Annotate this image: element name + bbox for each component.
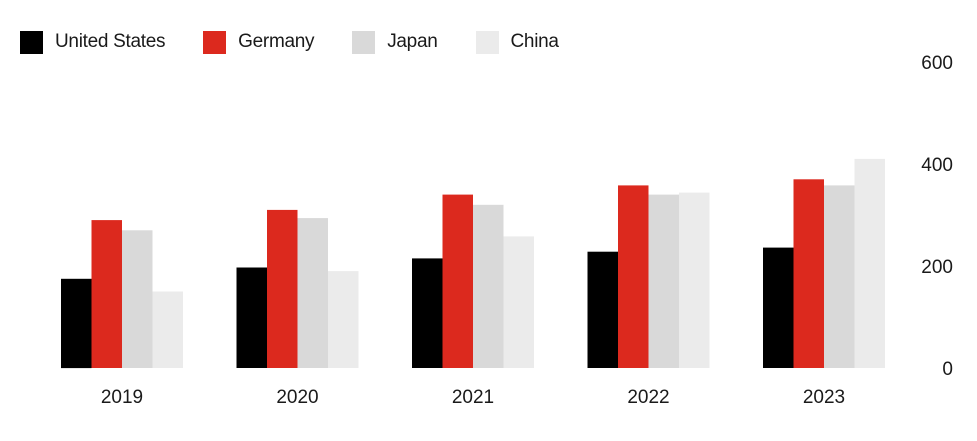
bar-japan-2022 — [649, 195, 680, 368]
bar-japan-2021 — [473, 205, 504, 368]
y-tick-label-0: 0 — [942, 359, 953, 380]
bar-china-2023 — [855, 159, 886, 368]
bar-germany-2022 — [618, 185, 649, 368]
x-tick-label-2023: 2023 — [803, 387, 845, 408]
bar-china-2020 — [328, 271, 359, 368]
bar-japan-2023 — [824, 185, 855, 368]
y-tick-label-400: 400 — [921, 155, 953, 176]
bar-germany-2020 — [267, 210, 298, 368]
bar-china-2022 — [679, 193, 710, 368]
bar-united-states-2021 — [412, 258, 443, 368]
y-tick-label-600: 600 — [921, 53, 953, 74]
x-tick-label-2020: 2020 — [276, 387, 318, 408]
bar-japan-2020 — [298, 218, 329, 368]
bar-united-states-2022 — [588, 252, 619, 368]
x-tick-label-2019: 2019 — [101, 387, 143, 408]
bar-china-2019 — [153, 292, 184, 369]
bar-chart: 2019 2020 2021 2022 2023 0 200 400 600 — [0, 0, 977, 441]
bar-united-states-2023 — [763, 248, 794, 368]
bar-united-states-2019 — [61, 279, 92, 368]
bar-germany-2021 — [443, 195, 474, 368]
bar-china-2021 — [504, 236, 535, 368]
bar-germany-2023 — [794, 179, 825, 368]
bar-japan-2019 — [122, 230, 153, 368]
y-tick-label-200: 200 — [921, 257, 953, 278]
x-tick-label-2022: 2022 — [627, 387, 669, 408]
x-tick-label-2021: 2021 — [452, 387, 494, 408]
bar-united-states-2020 — [237, 268, 268, 369]
bar-germany-2019 — [92, 220, 123, 368]
